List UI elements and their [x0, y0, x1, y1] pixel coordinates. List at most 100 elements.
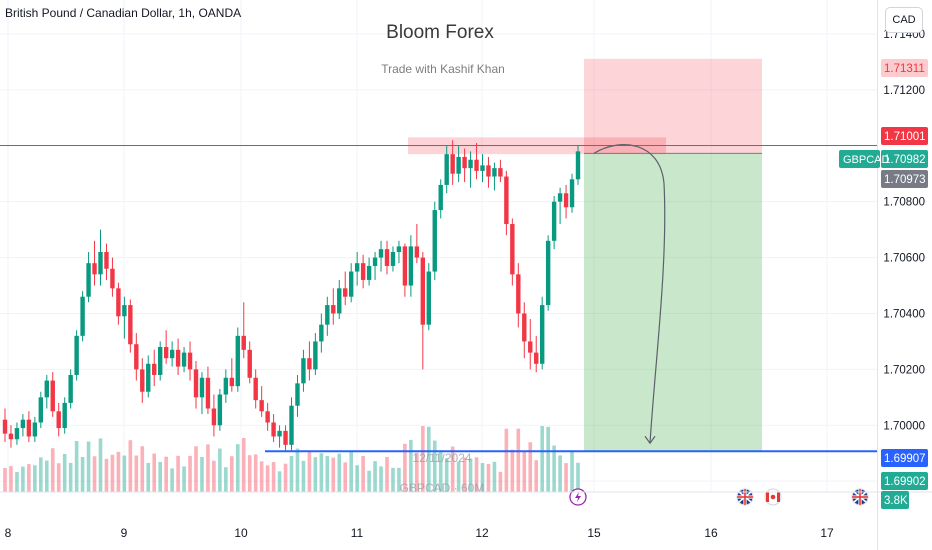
candle-body: [450, 154, 455, 174]
candle-body: [420, 257, 426, 325]
candle-body: [390, 251, 396, 266]
volume-bar: [140, 446, 145, 492]
x-tick-label: 12: [475, 526, 489, 540]
candle-body: [74, 335, 79, 375]
candle: [504, 170, 509, 236]
candle: [181, 347, 187, 373]
volume-bar: [241, 438, 246, 492]
volume-bar: [259, 461, 264, 492]
candle: [163, 330, 169, 364]
candle-body: [498, 168, 503, 177]
volume-bar: [116, 451, 121, 492]
candle-body: [456, 156, 461, 174]
uk-flag-icon: [736, 488, 754, 506]
candle-body: [510, 224, 515, 275]
volume-bar: [355, 465, 359, 492]
candle: [456, 145, 461, 183]
volume-bar: [516, 428, 521, 492]
candle: [68, 369, 73, 409]
price-tag-label: 1.69907: [884, 453, 926, 465]
candle-body: [50, 380, 55, 412]
candle: [516, 263, 521, 328]
candle: [92, 240, 97, 286]
candle: [331, 288, 336, 325]
volume-bar: [218, 448, 222, 492]
candle: [152, 349, 157, 387]
volume-bar: [325, 456, 330, 492]
candle-body: [140, 369, 145, 392]
candle: [551, 196, 557, 250]
candle: [175, 338, 181, 375]
volume-bar: [122, 455, 127, 492]
volume-bar: [301, 460, 306, 492]
candle: [396, 240, 402, 264]
y-tick-label: 1.71200: [883, 85, 925, 97]
volume-bar: [397, 467, 401, 492]
candle-body: [163, 347, 169, 359]
candle-body: [557, 193, 563, 202]
volume-bar: [504, 428, 509, 492]
candle: [169, 341, 175, 367]
candle-body: [522, 313, 527, 342]
candle-body: [289, 405, 294, 445]
candle-body: [301, 358, 306, 384]
candle-body: [492, 168, 497, 177]
projection-arrow: [593, 144, 666, 444]
y-tick-label: 1.70400: [883, 308, 925, 320]
candle-body: [223, 377, 229, 395]
candle: [223, 369, 229, 403]
candle: [354, 251, 360, 286]
candle: [432, 201, 437, 280]
volume-bar: [438, 451, 443, 492]
volume-bar: [307, 451, 312, 492]
take-profit-zone: [584, 153, 762, 452]
candle-body: [348, 271, 354, 297]
candle: [289, 397, 294, 451]
candle: [187, 341, 193, 381]
candle: [193, 360, 199, 409]
volume-bar: [146, 462, 151, 492]
candle-body: [32, 422, 38, 437]
volume-bar: [468, 458, 473, 492]
volume-bar: [212, 460, 216, 492]
volume-bar: [498, 471, 503, 492]
price-tag-label: 1.71001: [884, 131, 926, 143]
candle-body: [44, 380, 49, 398]
volume-bar: [426, 426, 431, 492]
volume-bar: [421, 426, 425, 492]
volume-bar: [92, 456, 97, 492]
y-tick-label: 1.70800: [883, 197, 925, 209]
candle: [74, 330, 79, 381]
candle: [62, 397, 67, 434]
candle: [265, 402, 270, 431]
candle: [211, 394, 217, 437]
volume-bar: [182, 466, 186, 492]
candle-body: [146, 363, 151, 392]
candle: [539, 296, 545, 370]
candle: [480, 154, 485, 183]
volume-bar: [391, 467, 395, 492]
volume-bar: [456, 461, 461, 492]
candle-body: [2, 419, 8, 434]
currency-button[interactable]: CAD: [885, 7, 923, 33]
volume-bar: [552, 445, 556, 492]
volume-bar: [349, 451, 353, 492]
candle: [444, 145, 449, 194]
y-tick-label: 1.70000: [883, 420, 925, 432]
volume-bar: [277, 471, 282, 492]
volume-bar: [15, 471, 19, 492]
candle: [44, 374, 49, 409]
candle-body: [462, 156, 467, 169]
volume-bar: [343, 462, 348, 492]
x-tick-label: 8: [5, 526, 12, 540]
candles: [2, 140, 581, 451]
candle-body: [307, 358, 312, 370]
uk-flag-icon: [851, 488, 869, 506]
volume-bar: [158, 461, 162, 492]
volume-bar: [576, 462, 580, 492]
candle: [199, 372, 205, 415]
projection-arrowhead: [644, 435, 656, 445]
candle-body: [432, 210, 437, 272]
volume-bar: [379, 466, 383, 492]
